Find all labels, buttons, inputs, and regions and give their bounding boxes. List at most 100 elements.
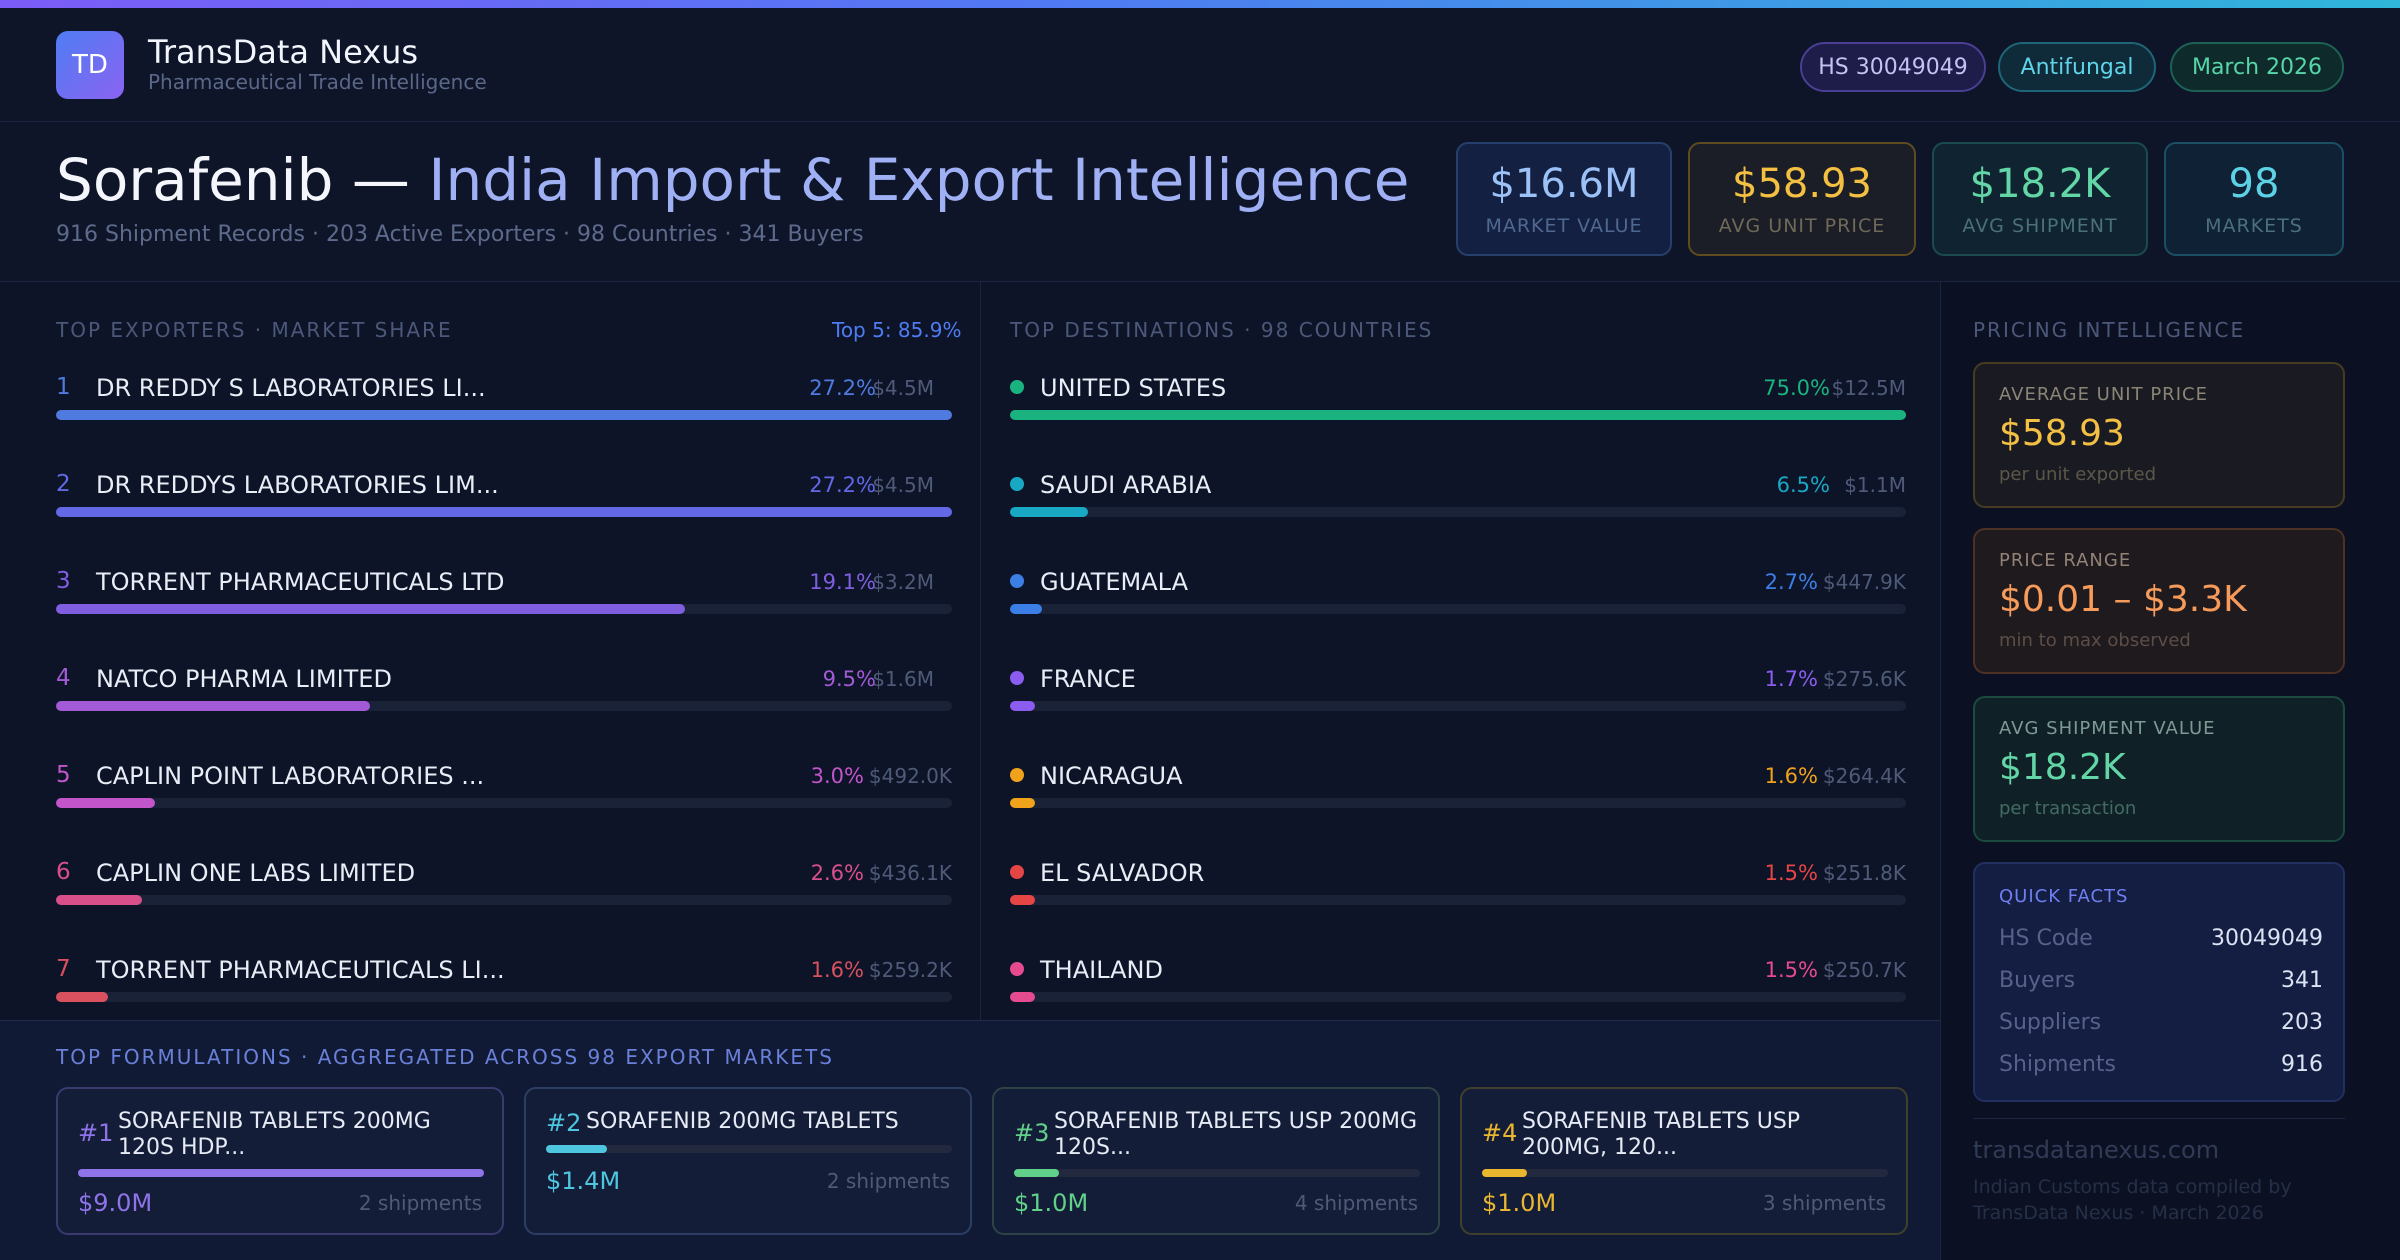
fact-key: HS Code — [1999, 926, 2093, 951]
card-caption: per unit exported — [1999, 464, 2157, 485]
destination-share-track — [1010, 798, 1906, 808]
exporter-row[interactable]: 4 NATCO PHARMA LIMITED 9.5% $1.6M — [56, 657, 952, 727]
destination-share-pct: 2.7% — [1764, 570, 1818, 594]
formulation-value: $1.4M — [546, 1167, 621, 1195]
exporter-share-pct: 2.6% — [810, 861, 864, 885]
formulation-rank: #1 — [78, 1119, 114, 1147]
exporter-row[interactable]: 3 TORRENT PHARMACEUTICALS LTD 19.1% $3.2M — [56, 560, 952, 630]
logo-badge[interactable]: TD — [56, 31, 124, 99]
destination-row[interactable]: NICARAGUA 1.6% $264.4K — [1010, 754, 1906, 824]
destination-row[interactable]: SAUDI ARABIA 6.5% $1.1M — [1010, 463, 1906, 533]
exporter-share-bar — [56, 701, 370, 711]
destination-row[interactable]: EL SALVADOR 1.5% $251.8K — [1010, 851, 1906, 921]
destination-share-pct: 1.5% — [1764, 861, 1818, 885]
formulation-name: SORAFENIB TABLETS USP 200MG, 120... — [1522, 1109, 1801, 1160]
exporter-value: $259.2K — [868, 958, 952, 982]
destination-share-bar — [1010, 410, 1906, 420]
destination-value: $251.8K — [1822, 861, 1906, 885]
site-link[interactable]: transdatanexus.com — [1973, 1136, 2220, 1164]
formulation-name: SORAFENIB TABLETS USP 200MG 120S... — [1054, 1109, 1418, 1160]
data-source-note: Indian Customs data compiled by TransDat… — [1973, 1176, 2292, 1224]
card-label: AVG SHIPMENT VALUE — [1999, 718, 2216, 739]
destination-share-bar — [1010, 604, 1043, 614]
destination-value: $250.7K — [1822, 958, 1906, 982]
destination-name: UNITED STATES — [1040, 374, 1227, 402]
pricing-sidebar: PRICING INTELLIGENCE AVERAGE UNIT PRICE … — [1940, 282, 2400, 1260]
exporter-name: DR REDDYS LABORATORIES LIM... — [96, 471, 499, 499]
exporter-row[interactable]: 2 DR REDDYS LABORATORIES LIM... 27.2% $4.5M — [56, 463, 952, 533]
fact-row-buyers: Buyers 341 — [1999, 968, 2323, 1008]
exporter-name: DR REDDY S LABORATORIES LI... — [96, 374, 486, 402]
exporter-share-pct: 3.0% — [810, 764, 864, 788]
exporter-name: TORRENT PHARMACEUTICALS LTD — [96, 568, 505, 596]
exporter-share-bar — [56, 992, 108, 1002]
destination-row[interactable]: UNITED STATES 75.0% $12.5M — [1010, 366, 1906, 436]
exporter-share-track — [56, 604, 952, 614]
exporter-share-pct: 27.2% — [809, 376, 876, 400]
quick-facts-card: QUICK FACTS HS Code 30049049 Buyers 341 … — [1973, 862, 2345, 1102]
formulation-card[interactable]: #1 SORAFENIB TABLETS 200MG 120S HDP... $9.… — [56, 1087, 504, 1235]
destination-share-bar — [1010, 798, 1036, 808]
exporter-value: $4.5M — [872, 376, 934, 400]
page-title-topic: India Import & Export Intelligence — [428, 146, 1410, 214]
formulation-value: $1.0M — [1482, 1189, 1557, 1217]
exporter-share-track — [56, 992, 952, 1002]
exporter-name: CAPLIN ONE LABS LIMITED — [96, 859, 416, 887]
exporter-rank: 3 — [56, 568, 71, 594]
fact-value: 916 — [2281, 1052, 2323, 1077]
exporter-name: CAPLIN POINT LABORATORIES ... — [96, 762, 485, 790]
destination-row[interactable]: GUATEMALA 2.7% $447.9K — [1010, 560, 1906, 630]
destination-row[interactable]: FRANCE 1.7% $275.6K — [1010, 657, 1906, 727]
fact-key: Suppliers — [1999, 1010, 2102, 1035]
formulation-card[interactable]: #2 SORAFENIB 200MG TABLETS $1.4M 2 shipment… — [524, 1087, 972, 1235]
exporter-name: TORRENT PHARMACEUTICALS LI... — [96, 956, 505, 984]
destination-row[interactable]: THAILAND 1.5% $250.7K — [1010, 948, 1906, 1018]
kpi-label: AVG UNIT PRICE — [1718, 215, 1886, 237]
exporter-value: $4.5M — [872, 473, 934, 497]
exporter-value: $3.2M — [872, 570, 934, 594]
destinations-title: TOP DESTINATIONS · 98 COUNTRIES — [1010, 318, 1434, 342]
exporter-value: $492.0K — [868, 764, 952, 788]
exporter-rank: 7 — [56, 956, 71, 982]
destination-name: SAUDI ARABIA — [1040, 471, 1212, 499]
country-dot-icon — [1010, 574, 1024, 588]
avg-shipment-card: AVG SHIPMENT VALUE $18.2K per transactio… — [1973, 696, 2345, 842]
formulation-shipments: 4 shipments — [1294, 1191, 1418, 1215]
formulation-share-track — [546, 1145, 952, 1153]
page-title-drug: Sorafenib — — [56, 146, 429, 214]
exporter-row[interactable]: 5 CAPLIN POINT LABORATORIES ... 3.0% $492.0… — [56, 754, 952, 824]
exporter-share-pct: 1.6% — [810, 958, 864, 982]
country-dot-icon — [1010, 671, 1024, 685]
formulation-card[interactable]: #3 SORAFENIB TABLETS USP 200MG 120S... $1.… — [992, 1087, 1440, 1235]
exporter-row[interactable]: 1 DR REDDY S LABORATORIES LI... 27.2% $4.5M — [56, 366, 952, 436]
kpi-markets: 98 MARKETS — [2164, 142, 2344, 256]
sidebar-divider — [1973, 1118, 2345, 1119]
exporter-rank: 2 — [56, 471, 71, 497]
exporter-row[interactable]: 6 CAPLIN ONE LABS LIMITED 2.6% $436.1K — [56, 851, 952, 921]
destination-share-track — [1010, 507, 1906, 517]
exporters-top5-share: Top 5: 85.9% — [832, 318, 962, 342]
kpi-value: $16.6M — [1489, 161, 1639, 207]
brand-subtitle: Pharmaceutical Trade Intelligence — [148, 70, 487, 94]
date-tag[interactable]: March 2026 — [2170, 42, 2344, 92]
destination-name: NICARAGUA — [1040, 762, 1183, 790]
destination-value: $264.4K — [1822, 764, 1906, 788]
formulations-section: TOP FORMULATIONS · AGGREGATED ACROSS 98 … — [0, 1020, 1940, 1260]
formulations-title: TOP FORMULATIONS · AGGREGATED ACROSS 98 … — [56, 1045, 834, 1069]
country-dot-icon — [1010, 865, 1024, 879]
card-value: $58.93 — [1999, 413, 2125, 454]
country-dot-icon — [1010, 477, 1024, 491]
category-tag[interactable]: Antifungal — [1998, 42, 2156, 92]
card-label: AVERAGE UNIT PRICE — [1999, 384, 2208, 405]
hs-code-tag[interactable]: HS 30049049 — [1800, 42, 1986, 92]
kpi-value: $18.2K — [1969, 161, 2111, 207]
formulation-card[interactable]: #4 SORAFENIB TABLETS USP 200MG, 120... $1.… — [1460, 1087, 1908, 1235]
destination-share-bar — [1010, 507, 1088, 517]
exporter-row[interactable]: 7 TORRENT PHARMACEUTICALS LI... 1.6% $259.2… — [56, 948, 952, 1018]
formulation-share-bar — [78, 1169, 484, 1177]
fact-value: 341 — [2281, 968, 2323, 993]
exporter-rank: 4 — [56, 665, 71, 691]
kpi-value: 98 — [2228, 161, 2280, 207]
formulation-value: $1.0M — [1014, 1189, 1089, 1217]
kpi-avg-shipment: $18.2K AVG SHIPMENT — [1932, 142, 2148, 256]
